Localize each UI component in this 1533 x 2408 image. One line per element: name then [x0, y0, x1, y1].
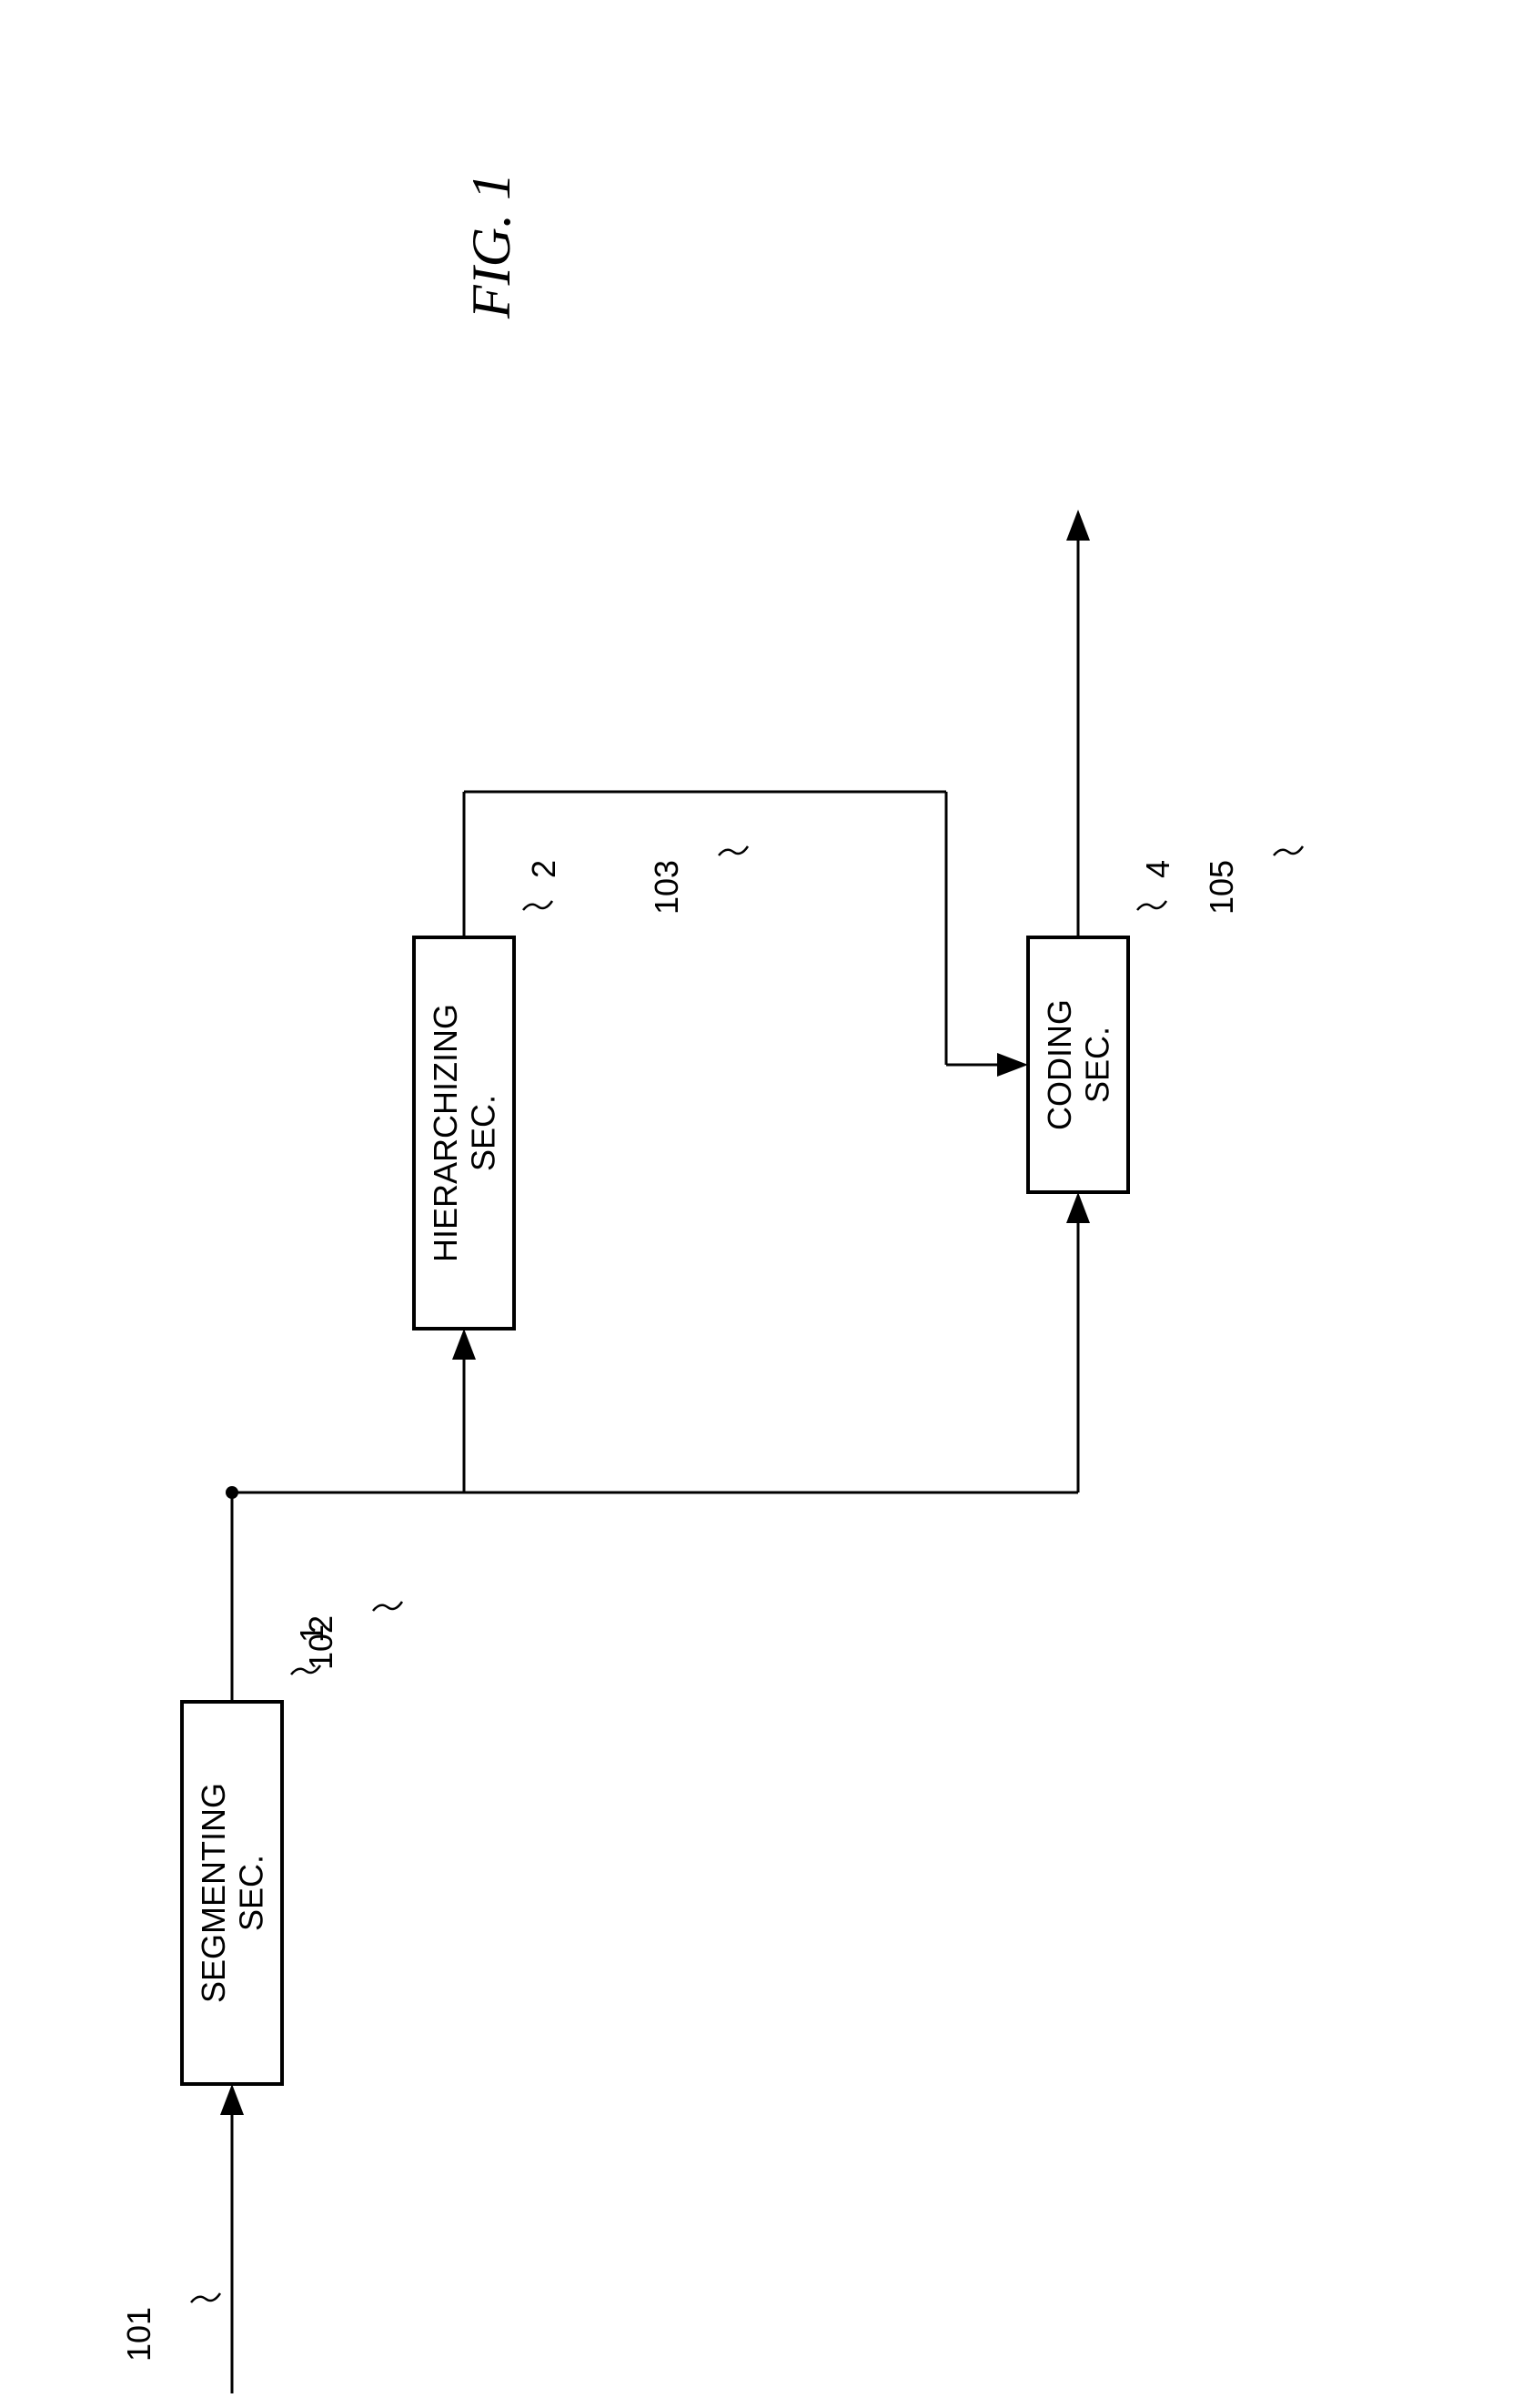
coding-label-line: CODING: [1041, 999, 1078, 1130]
coding-ref-number: 4: [1139, 860, 1176, 878]
signal-105-arrowhead: [1066, 510, 1090, 541]
wire-102e-arrowhead: [1066, 1192, 1090, 1223]
siglabel-s103: 103: [648, 860, 685, 915]
siglead-s102: [373, 1602, 402, 1611]
coding-label-line: SEC.: [1078, 1027, 1115, 1103]
siglabel-s102: 102: [302, 1615, 339, 1670]
wire-102c-arrowhead: [452, 1329, 476, 1360]
siglead-s105: [1274, 846, 1303, 855]
hierarchizing-label-line: SEC.: [464, 1095, 501, 1171]
segmenting-label-line: SEGMENTING: [195, 1783, 232, 2003]
hierarchizing-label-line: HIERARCHIZING: [427, 1004, 464, 1262]
figure-1-diagram: FIG. 1SEGMENTINGSEC.1HIERARCHIZINGSEC.2C…: [0, 0, 1533, 2408]
signal-101-arrowhead: [220, 2084, 244, 2115]
wire-103d-arrowhead: [997, 1053, 1028, 1077]
segmenting-label-line: SEC.: [232, 1855, 269, 1931]
hierarchizing-ref-lead: [523, 901, 552, 910]
siglabel-s101: 101: [120, 2307, 157, 2362]
siglead-s101: [191, 2293, 220, 2302]
siglead-s103: [719, 846, 748, 855]
siglabel-s105: 105: [1203, 860, 1240, 915]
figure-title: FIG. 1: [461, 173, 521, 319]
coding-ref-lead: [1137, 901, 1166, 910]
hierarchizing-ref-number: 2: [525, 860, 562, 878]
